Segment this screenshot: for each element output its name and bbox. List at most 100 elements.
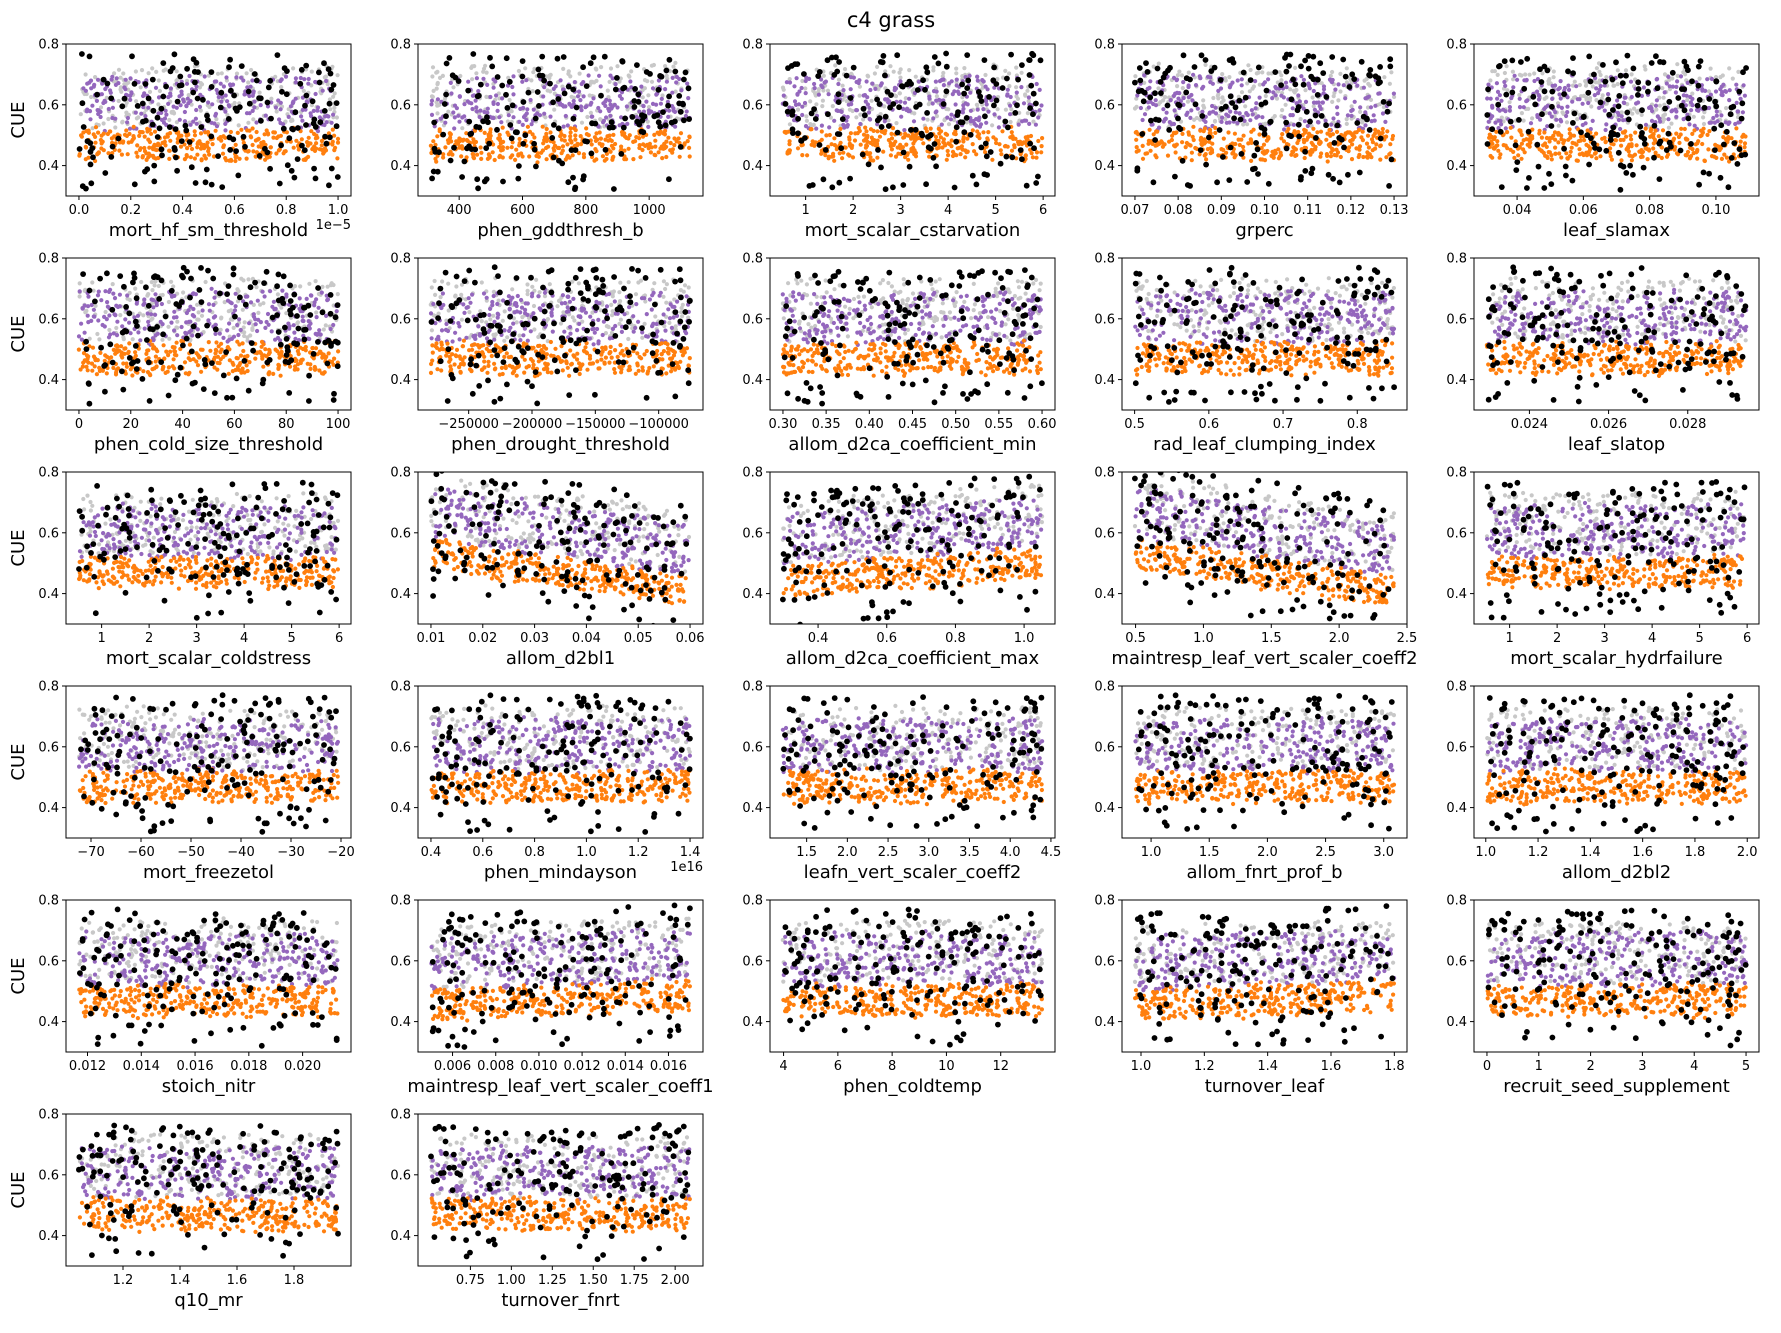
point-orange bbox=[1608, 146, 1613, 151]
point-black bbox=[1718, 122, 1725, 129]
x-tick-label: 5 bbox=[991, 203, 999, 218]
point-black bbox=[1617, 162, 1624, 169]
point-orange bbox=[1372, 131, 1377, 136]
point-orange bbox=[205, 140, 210, 145]
point-orange bbox=[274, 151, 279, 156]
point-orange bbox=[1180, 131, 1185, 136]
point-orange bbox=[1306, 131, 1312, 136]
point-gray bbox=[946, 122, 952, 127]
point-black bbox=[1731, 140, 1738, 147]
point-orange bbox=[1202, 137, 1207, 142]
point-purple bbox=[1331, 116, 1336, 121]
point-orange bbox=[986, 130, 991, 135]
point-orange bbox=[100, 139, 105, 144]
point-orange bbox=[1488, 153, 1493, 159]
point-orange bbox=[1325, 159, 1330, 164]
scatter-points bbox=[780, 50, 1045, 193]
point-purple bbox=[672, 109, 678, 114]
point-black bbox=[139, 100, 146, 107]
point-gray bbox=[1331, 94, 1336, 99]
point-black bbox=[924, 110, 930, 116]
point-purple bbox=[1622, 100, 1627, 106]
point-black bbox=[149, 76, 156, 83]
point-purple bbox=[1727, 88, 1732, 93]
point-orange bbox=[149, 131, 154, 136]
point-black bbox=[520, 140, 527, 147]
point-orange bbox=[1577, 152, 1582, 157]
point-orange bbox=[861, 132, 867, 137]
point-black bbox=[1148, 117, 1154, 124]
point-black bbox=[158, 146, 165, 153]
point-orange bbox=[303, 157, 308, 162]
point-purple bbox=[1594, 86, 1599, 91]
point-gray bbox=[590, 79, 595, 84]
point-purple bbox=[1363, 123, 1368, 128]
point-black bbox=[638, 128, 645, 135]
point-orange bbox=[1539, 149, 1545, 154]
point-black bbox=[441, 101, 448, 107]
point-gray bbox=[974, 102, 980, 107]
point-orange bbox=[868, 127, 874, 132]
point-purple bbox=[1305, 123, 1310, 129]
point-purple bbox=[1549, 114, 1554, 119]
point-orange bbox=[1259, 145, 1264, 151]
point-orange bbox=[578, 134, 583, 139]
point-black bbox=[808, 110, 815, 117]
point-orange bbox=[824, 133, 829, 138]
point-gray bbox=[246, 80, 251, 85]
point-gray bbox=[1718, 75, 1723, 80]
point-black bbox=[227, 56, 234, 63]
point-purple bbox=[225, 99, 230, 104]
point-black bbox=[536, 103, 542, 109]
point-purple bbox=[1615, 98, 1620, 103]
point-gray bbox=[857, 84, 863, 89]
point-gray bbox=[1590, 84, 1595, 89]
y-tick-label: 0.8 bbox=[390, 38, 411, 53]
point-orange bbox=[1651, 146, 1656, 151]
point-black bbox=[279, 88, 285, 95]
point-gray bbox=[1185, 99, 1191, 104]
point-black bbox=[142, 168, 148, 175]
point-gray bbox=[1332, 90, 1337, 95]
point-black bbox=[290, 126, 296, 133]
point-orange bbox=[544, 157, 549, 162]
point-orange bbox=[1619, 143, 1624, 148]
point-orange bbox=[891, 142, 896, 148]
point-black bbox=[882, 72, 888, 79]
point-black bbox=[316, 79, 323, 86]
point-purple bbox=[1019, 85, 1024, 90]
point-black bbox=[1630, 171, 1636, 178]
point-gray bbox=[825, 88, 831, 93]
point-black bbox=[202, 179, 209, 186]
point-gray bbox=[1328, 73, 1333, 78]
point-black bbox=[1214, 179, 1220, 186]
point-black bbox=[1591, 71, 1597, 78]
point-purple bbox=[182, 119, 187, 124]
point-black bbox=[1283, 119, 1290, 126]
point-orange bbox=[687, 145, 692, 150]
point-orange bbox=[924, 129, 930, 134]
point-gray bbox=[1223, 78, 1228, 83]
point-purple bbox=[162, 116, 168, 121]
point-black bbox=[1179, 157, 1186, 164]
point-orange bbox=[147, 145, 152, 150]
point-purple bbox=[664, 79, 670, 84]
point-orange bbox=[1202, 153, 1207, 158]
point-black bbox=[192, 180, 199, 186]
point-orange bbox=[544, 126, 549, 132]
point-gray bbox=[1156, 86, 1161, 91]
point-orange bbox=[965, 136, 970, 141]
point-black bbox=[961, 90, 967, 97]
point-purple bbox=[92, 82, 97, 87]
point-purple bbox=[277, 117, 282, 122]
point-purple bbox=[604, 115, 609, 120]
point-black bbox=[484, 114, 490, 121]
point-purple bbox=[565, 123, 570, 128]
x-tick-label: 800 bbox=[573, 203, 598, 218]
point-purple bbox=[320, 88, 325, 93]
point-gray bbox=[206, 73, 211, 78]
point-purple bbox=[283, 74, 289, 79]
point-black bbox=[334, 174, 341, 180]
point-gray bbox=[594, 67, 599, 72]
point-orange bbox=[965, 149, 970, 154]
